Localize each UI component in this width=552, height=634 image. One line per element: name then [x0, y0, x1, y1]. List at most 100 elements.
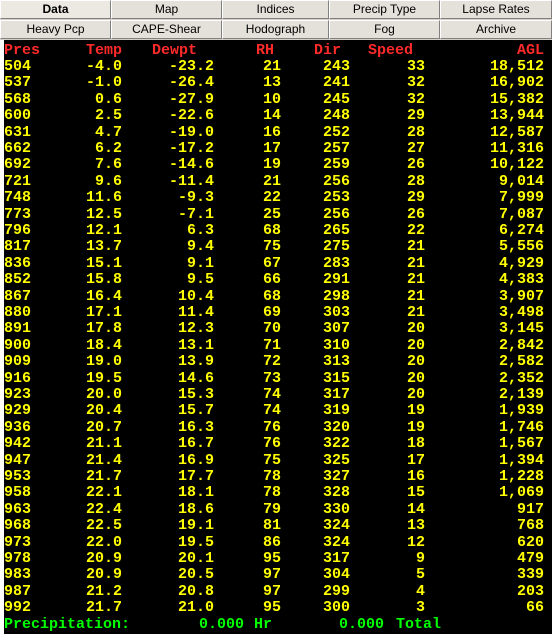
dewpt-cell: -9.3 [177, 189, 214, 207]
agl-cell: 6,274 [498, 222, 544, 239]
rh-cell: 74 [262, 402, 281, 420]
dir-cell: 324 [322, 533, 350, 551]
temp-cell: 19.0 [85, 353, 122, 371]
temp-cell: 20.9 [85, 550, 122, 567]
rh-cell: 70 [262, 320, 281, 338]
dewpt-cell: -19.0 [168, 123, 214, 141]
rh-cell: 22 [262, 189, 281, 207]
dir-cell: 317 [322, 386, 350, 403]
agl-cell: 66 [525, 599, 544, 617]
pres-cell: 978 [4, 550, 32, 567]
pres-cell: 992 [4, 599, 32, 617]
tab-data[interactable]: Data [0, 0, 111, 19]
temp-cell: 22.4 [85, 500, 122, 518]
agl-cell: 4,383 [498, 271, 544, 289]
dir-cell: 298 [322, 287, 350, 305]
table-row: 942 21.1 16.7 76 322 18 1,567 [4, 435, 552, 452]
sounding-data-panel: Pres Temp Dewpt RH Dir Speed AGL 504 -4.0… [4, 40, 552, 634]
tab-archive[interactable]: Archive [440, 20, 552, 39]
agl-cell: 768 [516, 517, 544, 535]
table-row: 973 22.0 19.5 86 324 12 620 [4, 534, 552, 551]
pres-cell: 600 [4, 107, 32, 125]
temp-cell: 15.8 [85, 271, 122, 289]
speed-cell: 14 [406, 500, 425, 518]
rh-cell: 10 [262, 90, 281, 108]
dewpt-cell: 14.6 [177, 369, 214, 387]
rh-cell: 14 [262, 107, 281, 125]
agl-cell: 3,498 [498, 304, 544, 321]
rh-cell: 17 [262, 140, 281, 157]
speed-cell: 21 [406, 271, 425, 289]
dir-cell: 327 [322, 468, 350, 485]
dewpt-cell: 16.3 [177, 418, 214, 436]
pres-cell: 880 [4, 304, 32, 321]
dewpt-cell: 13.1 [177, 336, 214, 354]
dir-cell: 275 [322, 238, 350, 256]
temp-cell: 9.6 [94, 172, 122, 190]
agl-cell: 203 [516, 582, 544, 600]
pres-cell: 987 [4, 582, 32, 600]
rh-cell: 95 [262, 550, 281, 567]
speed-cell: 20 [406, 353, 425, 371]
dewpt-cell: 15.3 [177, 386, 214, 403]
temp-cell: 13.7 [85, 238, 122, 256]
dewpt-cell: -26.4 [168, 74, 214, 92]
dir-cell: 328 [322, 484, 350, 502]
dewpt-cell: 20.1 [177, 550, 214, 567]
table-row: 867 16.4 10.4 68 298 21 3,907 [4, 288, 552, 305]
temp-cell: 0.6 [94, 90, 122, 108]
agl-cell: 3,907 [498, 287, 544, 305]
pres-cell: 963 [4, 500, 32, 518]
dewpt-cell: 16.7 [177, 435, 214, 453]
tab-cape-shear[interactable]: CAPE-Shear [111, 20, 222, 39]
dewpt-cell: 9.5 [186, 271, 214, 289]
tab-hodograph[interactable]: Hodograph [222, 20, 329, 39]
dir-cell: 330 [322, 500, 350, 518]
temp-cell: 18.4 [85, 336, 122, 354]
tab-bar: Data Map Indices Precip Type Lapse Rates Heav… [0, 0, 552, 40]
tab-indices[interactable]: Indices [222, 0, 329, 19]
speed-cell: 20 [406, 386, 425, 403]
temp-cell: -1.0 [85, 74, 122, 92]
pres-cell: 568 [4, 90, 32, 108]
dir-cell: 317 [322, 550, 350, 567]
pres-cell: 923 [4, 386, 32, 403]
table-row: 852 15.8 9.5 66 291 21 4,383 [4, 271, 552, 288]
header-dewpt: Dewpt [152, 42, 198, 59]
dewpt-cell: 17.7 [177, 468, 214, 485]
rh-cell: 97 [262, 582, 281, 600]
temp-cell: 17.1 [85, 304, 122, 321]
dir-cell: 324 [322, 517, 350, 535]
dewpt-cell: -27.9 [168, 90, 214, 108]
tab-precip-type[interactable]: Precip Type [329, 0, 440, 19]
precipitation-total-value: 0.000 [338, 616, 384, 633]
speed-cell: 18 [406, 435, 425, 453]
speed-cell: 33 [406, 58, 425, 75]
temp-cell: 20.0 [85, 386, 122, 403]
tab-heavy-pcp[interactable]: Heavy Pcp [0, 20, 111, 39]
agl-cell: 7,999 [498, 189, 544, 207]
table-header: Pres Temp Dewpt RH Dir Speed AGL [4, 42, 552, 59]
speed-cell: 9 [415, 550, 425, 567]
rh-cell: 68 [262, 287, 281, 305]
dewpt-cell: -23.2 [168, 58, 214, 75]
dir-cell: 300 [322, 599, 350, 617]
rh-cell: 13 [262, 74, 281, 92]
dewpt-cell: 12.3 [177, 320, 214, 338]
pres-cell: 891 [4, 320, 32, 338]
precipitation-value: 0.000 [198, 616, 244, 633]
agl-cell: 4,929 [498, 254, 544, 272]
speed-cell: 32 [406, 90, 425, 108]
tab-fog[interactable]: Fog [329, 20, 440, 39]
tab-map[interactable]: Map [111, 0, 222, 19]
header-pres: Pres [4, 42, 41, 59]
speed-cell: 4 [415, 582, 425, 600]
pres-cell: 936 [4, 418, 32, 436]
dir-cell: 319 [322, 402, 350, 420]
rh-cell: 95 [262, 599, 281, 617]
rh-cell: 97 [262, 566, 281, 584]
speed-cell: 21 [406, 254, 425, 272]
speed-cell: 16 [406, 468, 425, 485]
speed-cell: 12 [406, 533, 425, 551]
tab-lapse-rates[interactable]: Lapse Rates [440, 0, 552, 19]
